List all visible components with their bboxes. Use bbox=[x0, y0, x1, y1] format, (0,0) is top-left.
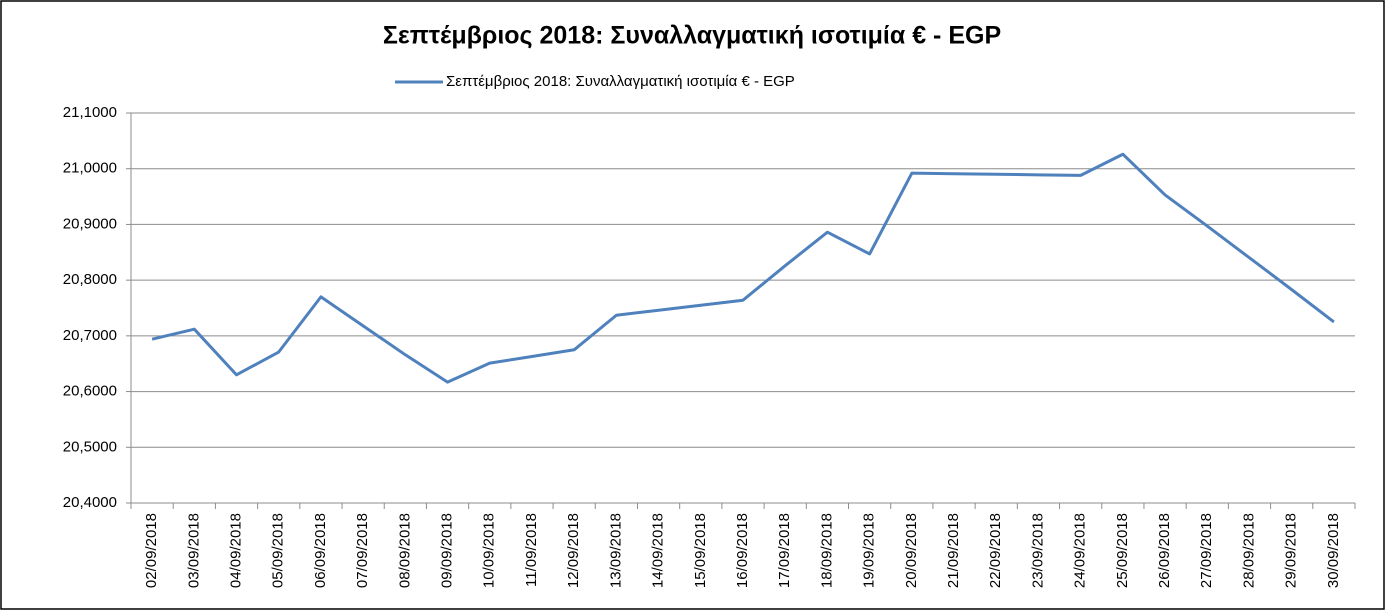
y-tick-label: 20,8000 bbox=[63, 271, 117, 288]
x-tick-label: 23/09/2018 bbox=[1029, 513, 1046, 588]
chart-title: Σεπτέμβριος 2018: Συναλλαγματική ισοτιμί… bbox=[383, 22, 1001, 50]
x-tick-label: 06/09/2018 bbox=[312, 513, 329, 588]
x-tick-label: 05/09/2018 bbox=[270, 513, 287, 588]
x-tick-label: 19/09/2018 bbox=[861, 513, 878, 588]
y-tick-label: 21,1000 bbox=[63, 104, 117, 121]
x-tick-label: 29/09/2018 bbox=[1283, 513, 1300, 588]
x-tick-label: 21/09/2018 bbox=[945, 513, 962, 588]
line-series bbox=[151, 152, 1335, 384]
x-tick-label: 11/09/2018 bbox=[523, 513, 540, 587]
x-tick-label: 17/09/2018 bbox=[776, 513, 793, 588]
x-tick-label: 10/09/2018 bbox=[481, 513, 498, 588]
y-tick-label: 20,9000 bbox=[63, 215, 117, 232]
x-tick-label: 24/09/2018 bbox=[1072, 513, 1089, 588]
x-tick-label: 03/09/2018 bbox=[185, 513, 202, 588]
x-tick-label: 18/09/2018 bbox=[818, 513, 835, 588]
x-tick-label: 16/09/2018 bbox=[734, 513, 751, 588]
x-tick-label: 14/09/2018 bbox=[650, 513, 667, 588]
x-tick-label: 25/09/2018 bbox=[1114, 513, 1131, 588]
x-tick-label: 08/09/2018 bbox=[396, 513, 413, 588]
y-tick-label: 21,0000 bbox=[63, 160, 117, 177]
x-tick-label: 04/09/2018 bbox=[227, 513, 244, 588]
y-tick-label: 20,4000 bbox=[63, 494, 117, 511]
x-tick-label: 12/09/2018 bbox=[565, 513, 582, 588]
x-tick-label: 20/09/2018 bbox=[903, 513, 920, 588]
x-tick-label: 27/09/2018 bbox=[1198, 513, 1215, 588]
x-tick-label: 15/09/2018 bbox=[692, 513, 709, 588]
y-tick-label: 20,7000 bbox=[63, 327, 117, 344]
x-tick-label: 13/09/2018 bbox=[607, 513, 624, 588]
x-tick-label: 28/09/2018 bbox=[1240, 513, 1257, 588]
x-tick-label: 09/09/2018 bbox=[439, 513, 456, 588]
x-tick-label: 02/09/2018 bbox=[143, 513, 160, 588]
x-tick-label: 22/09/2018 bbox=[987, 513, 1004, 588]
y-tick-label: 20,6000 bbox=[63, 383, 117, 400]
x-tick-label: 26/09/2018 bbox=[1156, 513, 1173, 588]
x-tick-label: 07/09/2018 bbox=[354, 513, 371, 588]
y-tick-label: 20,5000 bbox=[63, 438, 117, 455]
x-tick-label: 30/09/2018 bbox=[1325, 513, 1342, 588]
legend-label: Σεπτέμβριος 2018: Συναλλαγματική ισοτιμί… bbox=[446, 73, 795, 90]
